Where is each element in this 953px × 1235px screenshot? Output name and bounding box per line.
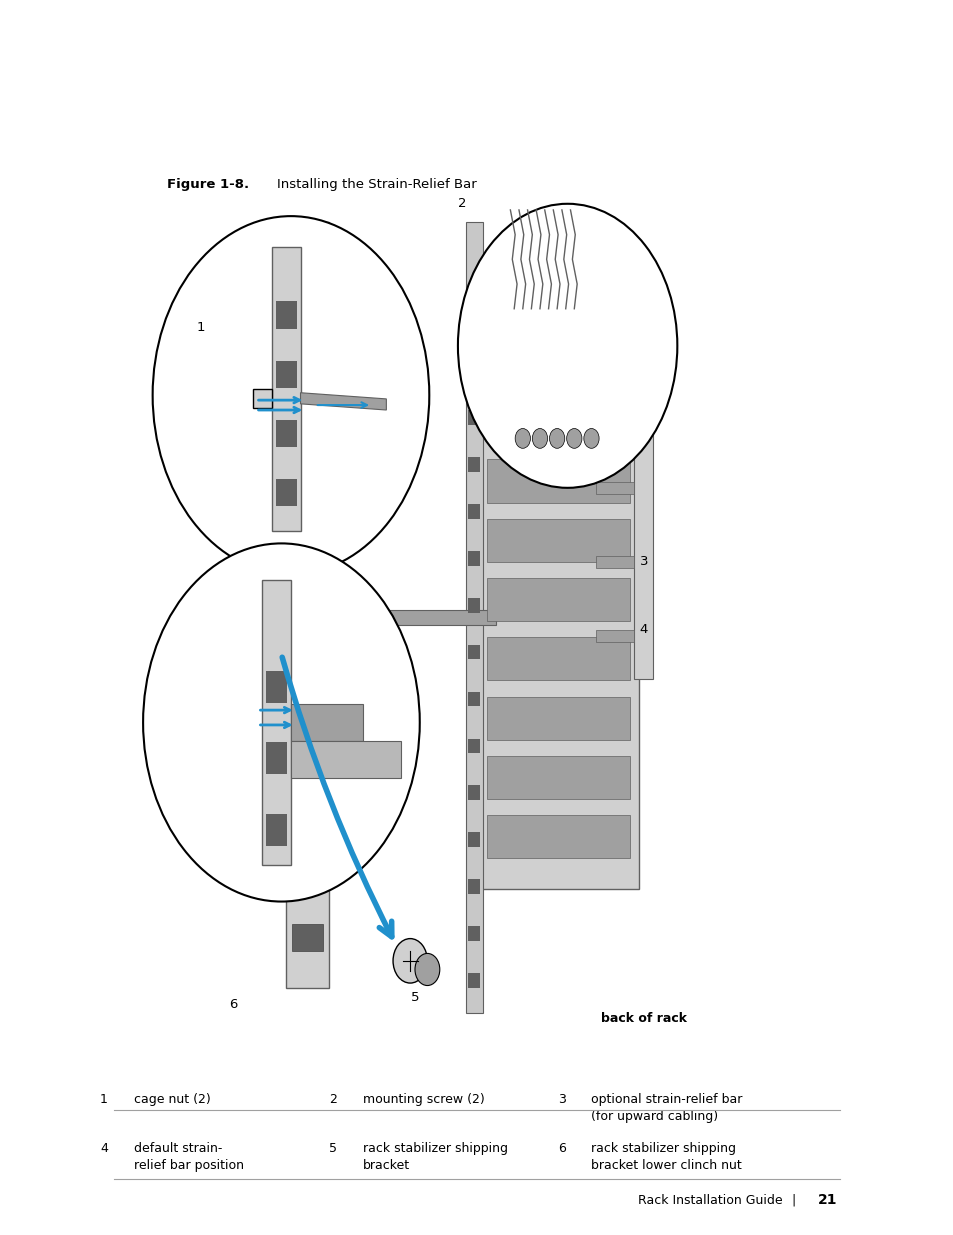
- Polygon shape: [596, 482, 634, 494]
- Text: 21: 21: [818, 1193, 837, 1208]
- Polygon shape: [292, 258, 323, 285]
- Circle shape: [393, 939, 427, 983]
- Polygon shape: [468, 457, 479, 472]
- Polygon shape: [292, 803, 323, 830]
- Circle shape: [457, 204, 677, 488]
- Text: rack stabilizer shipping
bracket: rack stabilizer shipping bracket: [362, 1142, 507, 1172]
- Circle shape: [515, 429, 530, 448]
- Polygon shape: [596, 630, 634, 642]
- Text: 4: 4: [100, 1142, 108, 1156]
- Text: 2: 2: [329, 1093, 336, 1107]
- Text: Rack Installation Guide: Rack Installation Guide: [637, 1194, 781, 1207]
- Text: 1: 1: [100, 1093, 108, 1107]
- Polygon shape: [262, 580, 291, 864]
- Text: Installing the Strain-Relief Bar: Installing the Strain-Relief Bar: [276, 178, 476, 191]
- Polygon shape: [292, 500, 323, 527]
- Polygon shape: [486, 578, 629, 621]
- Text: 4: 4: [639, 624, 647, 636]
- Text: 1: 1: [196, 321, 204, 333]
- Polygon shape: [266, 671, 287, 703]
- Text: 2: 2: [458, 198, 466, 210]
- Polygon shape: [275, 420, 296, 447]
- Polygon shape: [468, 692, 479, 706]
- Polygon shape: [266, 742, 287, 774]
- Circle shape: [143, 543, 419, 902]
- Text: back of rack: back of rack: [600, 1013, 686, 1025]
- Polygon shape: [468, 973, 479, 988]
- Text: 6: 6: [558, 1142, 565, 1156]
- Polygon shape: [468, 551, 479, 566]
- Polygon shape: [468, 645, 479, 659]
- Circle shape: [583, 429, 598, 448]
- Polygon shape: [291, 741, 400, 778]
- Polygon shape: [292, 440, 323, 467]
- Circle shape: [532, 429, 547, 448]
- Polygon shape: [253, 389, 272, 408]
- Text: mounting screw (2): mounting screw (2): [362, 1093, 484, 1107]
- Polygon shape: [596, 556, 634, 568]
- Polygon shape: [486, 637, 629, 680]
- Polygon shape: [292, 682, 323, 709]
- Polygon shape: [275, 301, 296, 329]
- Polygon shape: [486, 697, 629, 740]
- Polygon shape: [292, 924, 323, 951]
- Polygon shape: [468, 926, 479, 941]
- Polygon shape: [486, 519, 629, 562]
- Polygon shape: [468, 785, 479, 800]
- Text: 5: 5: [411, 992, 418, 1004]
- Polygon shape: [219, 299, 243, 321]
- Text: 5: 5: [329, 1142, 336, 1156]
- Text: 3: 3: [558, 1093, 565, 1107]
- Text: Figure 1-8.: Figure 1-8.: [167, 178, 249, 191]
- Polygon shape: [468, 739, 479, 753]
- Polygon shape: [292, 379, 323, 406]
- Text: |: |: [791, 1194, 795, 1207]
- Polygon shape: [486, 815, 629, 858]
- Polygon shape: [486, 459, 629, 503]
- Circle shape: [549, 429, 564, 448]
- Polygon shape: [292, 621, 323, 648]
- Circle shape: [152, 216, 429, 574]
- Polygon shape: [476, 370, 639, 889]
- Polygon shape: [286, 222, 329, 988]
- Polygon shape: [468, 410, 479, 425]
- Polygon shape: [272, 247, 300, 531]
- Polygon shape: [486, 756, 629, 799]
- Circle shape: [566, 429, 581, 448]
- Polygon shape: [468, 504, 479, 519]
- Text: default strain-
relief bar position: default strain- relief bar position: [133, 1142, 243, 1172]
- Polygon shape: [275, 479, 296, 506]
- Polygon shape: [275, 361, 296, 388]
- Text: rack stabilizer shipping
bracket lower clinch nut: rack stabilizer shipping bracket lower c…: [591, 1142, 741, 1172]
- Polygon shape: [634, 432, 653, 679]
- Polygon shape: [292, 561, 323, 588]
- Polygon shape: [292, 742, 323, 769]
- Polygon shape: [468, 316, 479, 331]
- Polygon shape: [468, 832, 479, 847]
- Polygon shape: [468, 879, 479, 894]
- Text: 6: 6: [230, 998, 237, 1010]
- Polygon shape: [292, 319, 323, 346]
- Polygon shape: [266, 814, 287, 846]
- Text: 3: 3: [639, 556, 647, 568]
- Polygon shape: [486, 400, 629, 443]
- Polygon shape: [468, 598, 479, 613]
- Text: optional strain-relief bar
(for upward cabling): optional strain-relief bar (for upward c…: [591, 1093, 742, 1123]
- Polygon shape: [291, 704, 362, 741]
- Text: cage nut (2): cage nut (2): [133, 1093, 210, 1107]
- Polygon shape: [300, 393, 386, 410]
- Circle shape: [415, 953, 439, 986]
- Polygon shape: [329, 610, 496, 625]
- Polygon shape: [292, 863, 323, 890]
- Polygon shape: [468, 363, 479, 378]
- Polygon shape: [465, 222, 482, 1013]
